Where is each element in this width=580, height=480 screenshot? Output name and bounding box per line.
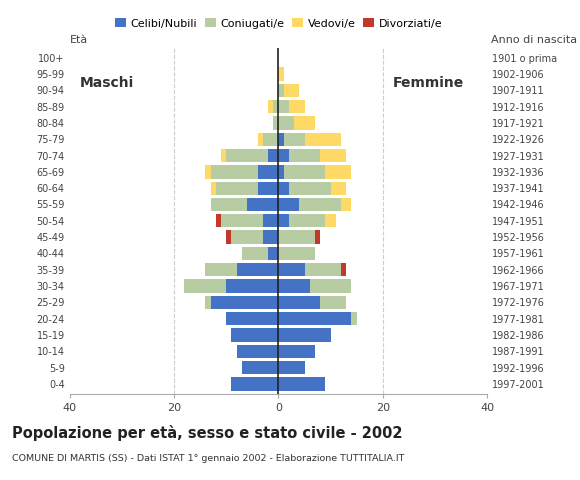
Bar [268, 100, 273, 113]
Bar [284, 132, 304, 146]
Bar [278, 312, 351, 325]
Bar [299, 198, 341, 211]
Bar [278, 116, 294, 130]
Bar [289, 149, 320, 162]
Bar [205, 296, 211, 309]
Bar [278, 181, 289, 195]
Bar [205, 165, 211, 179]
Text: Popolazione per età, sesso e stato civile - 2002: Popolazione per età, sesso e stato civil… [12, 425, 402, 441]
Bar [216, 214, 221, 228]
Text: COMUNE DI MARTIS (SS) - Dati ISTAT 1° gennaio 2002 - Elaborazione TUTTITALIA.IT: COMUNE DI MARTIS (SS) - Dati ISTAT 1° ge… [12, 454, 404, 463]
Bar [289, 100, 304, 113]
Bar [211, 198, 247, 211]
Bar [231, 328, 278, 342]
Bar [278, 165, 284, 179]
Bar [221, 214, 263, 228]
Bar [226, 230, 231, 244]
Bar [268, 149, 278, 162]
Bar [211, 296, 278, 309]
Bar [278, 198, 299, 211]
Bar [258, 165, 278, 179]
Bar [284, 165, 325, 179]
Bar [331, 181, 346, 195]
Bar [226, 149, 268, 162]
Bar [341, 198, 351, 211]
Bar [278, 279, 310, 293]
Bar [278, 377, 325, 391]
Bar [263, 214, 278, 228]
Bar [320, 296, 346, 309]
Bar [263, 230, 278, 244]
Bar [278, 296, 320, 309]
Text: Femmine: Femmine [393, 75, 465, 90]
Bar [315, 230, 320, 244]
Bar [278, 263, 304, 276]
Bar [247, 198, 278, 211]
Bar [310, 279, 351, 293]
Text: Anno di nascita: Anno di nascita [491, 35, 578, 45]
Bar [216, 181, 258, 195]
Bar [351, 312, 357, 325]
Bar [237, 263, 278, 276]
Bar [284, 84, 299, 97]
Text: Età: Età [70, 35, 88, 45]
Bar [258, 181, 278, 195]
Bar [278, 214, 289, 228]
Bar [304, 132, 341, 146]
Bar [237, 345, 278, 358]
Bar [273, 116, 278, 130]
Bar [184, 279, 226, 293]
Bar [263, 132, 278, 146]
Bar [278, 84, 284, 97]
Bar [294, 116, 315, 130]
Bar [226, 279, 278, 293]
Bar [242, 247, 268, 260]
Text: Maschi: Maschi [80, 75, 135, 90]
Bar [278, 247, 315, 260]
Bar [268, 247, 278, 260]
Bar [242, 361, 278, 374]
Bar [278, 67, 284, 81]
Bar [211, 165, 258, 179]
Bar [325, 165, 351, 179]
Bar [231, 230, 263, 244]
Bar [341, 263, 346, 276]
Bar [278, 345, 315, 358]
Bar [221, 149, 226, 162]
Bar [226, 312, 278, 325]
Bar [304, 263, 341, 276]
Bar [205, 263, 237, 276]
Bar [278, 328, 331, 342]
Bar [278, 100, 289, 113]
Bar [278, 361, 304, 374]
Bar [289, 181, 331, 195]
Bar [278, 149, 289, 162]
Bar [325, 214, 336, 228]
Bar [231, 377, 278, 391]
Bar [211, 181, 216, 195]
Legend: Celibi/Nubili, Coniugati/e, Vedovi/e, Divorziati/e: Celibi/Nubili, Coniugati/e, Vedovi/e, Di… [110, 14, 447, 33]
Bar [278, 230, 315, 244]
Bar [320, 149, 346, 162]
Bar [258, 132, 263, 146]
Bar [278, 132, 284, 146]
Bar [289, 214, 325, 228]
Bar [273, 100, 278, 113]
